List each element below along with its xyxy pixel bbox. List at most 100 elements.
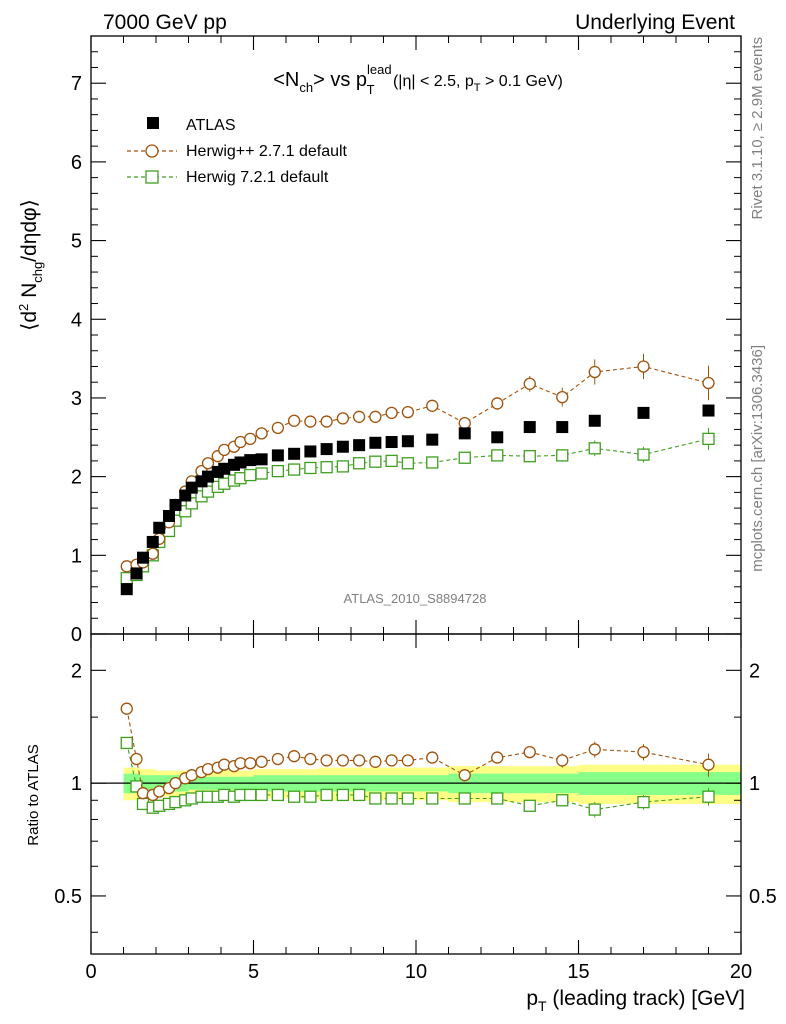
main-y-label: ⟨d2 Nchg/dηdφ⟩: [16, 199, 45, 331]
point-herwigpp: [556, 391, 569, 404]
point-herwig7: [702, 432, 715, 446]
legend-marker-herwigpp: [145, 144, 159, 158]
point-herwig7: [185, 497, 198, 510]
point-herwig7: [244, 788, 257, 802]
point-herwig7: [304, 790, 317, 803]
y-tick-label: 1: [71, 545, 82, 567]
point-atlas: [523, 421, 536, 434]
x-tick-label: 5: [248, 961, 259, 983]
point-herwigpp: [426, 751, 439, 764]
point-herwig7: [556, 449, 569, 462]
point-atlas: [401, 435, 414, 448]
point-herwig7: [637, 795, 650, 809]
point-herwigpp: [336, 754, 350, 767]
legend-marker-atlas: [147, 117, 159, 129]
point-herwigpp: [369, 755, 382, 768]
y-tick-label: 6: [71, 152, 82, 174]
point-herwig7: [255, 467, 268, 480]
point-atlas: [163, 509, 175, 522]
point-atlas: [304, 445, 317, 458]
legend-label-herwigpp: Herwig++ 2.7.1 default: [186, 143, 348, 160]
point-herwig7: [385, 792, 398, 805]
point-herwigpp: [287, 750, 301, 763]
point-atlas: [234, 456, 247, 469]
point-herwigpp: [320, 415, 333, 428]
point-herwigpp: [255, 427, 268, 440]
point-herwigpp: [426, 399, 439, 412]
axes: 0 5 10 15 20 0 1 2 3 4 5 6 7 0.5 0.5 1 1 2 2: [54, 35, 777, 983]
point-herwig7: [271, 464, 285, 478]
point-herwigpp: [556, 754, 569, 767]
point-atlas: [185, 481, 198, 494]
ratio-tick-label-left: 2: [71, 660, 82, 682]
point-atlas: [153, 521, 166, 534]
point-atlas: [353, 439, 366, 452]
point-atlas: [369, 436, 382, 449]
point-herwigpp: [136, 787, 150, 800]
point-atlas: [491, 431, 504, 444]
point-herwigpp: [320, 754, 333, 767]
point-herwigpp: [637, 360, 650, 373]
point-herwigpp: [304, 752, 317, 766]
point-herwigpp: [385, 754, 398, 767]
x-tick-label: 10: [405, 961, 427, 983]
point-herwig7: [352, 457, 366, 470]
point-herwig7: [352, 788, 366, 802]
y-tick-label: 0: [71, 624, 82, 646]
point-herwigpp: [120, 702, 133, 715]
point-herwigpp: [385, 406, 398, 420]
point-herwigpp: [702, 376, 715, 390]
x-axis-label: pT (leading track) [GeV]: [526, 987, 745, 1014]
point-herwig7: [320, 788, 333, 802]
header-left: 7000 GeV pp: [103, 11, 227, 34]
ratio-tick-label-right: 1: [749, 773, 760, 795]
point-herwig7: [491, 449, 504, 462]
point-herwig7: [458, 792, 471, 805]
ratio-series: [120, 702, 715, 818]
point-herwig7: [556, 794, 569, 807]
point-herwig7: [491, 792, 504, 805]
point-atlas: [320, 443, 333, 456]
mcplots-label: mcplots.cern.ch [arXiv:1306.3436]: [749, 345, 766, 572]
point-atlas: [637, 406, 650, 419]
point-herwigpp: [637, 745, 650, 759]
point-herwigpp: [244, 757, 257, 770]
point-herwig7: [401, 792, 415, 805]
point-herwigpp: [255, 755, 268, 768]
point-herwig7: [369, 792, 382, 805]
point-herwig7: [120, 736, 133, 750]
point-atlas: [146, 535, 159, 548]
header-right: Underlying Event: [575, 11, 735, 34]
point-atlas: [458, 427, 471, 440]
point-herwig7: [702, 790, 715, 803]
point-herwigpp: [287, 414, 301, 427]
point-atlas: [218, 462, 231, 475]
point-atlas: [336, 440, 349, 453]
ratio-tick-label-right: 2: [749, 660, 760, 682]
point-herwig7: [523, 450, 536, 463]
point-atlas: [426, 433, 439, 446]
point-atlas: [120, 583, 133, 596]
ratio-y-label: Ratio to ATLAS: [25, 744, 42, 845]
main-line-1: [126, 365, 709, 567]
point-herwig7: [244, 468, 257, 482]
point-herwigpp: [491, 751, 504, 764]
point-atlas: [385, 436, 398, 449]
point-herwig7: [458, 451, 471, 464]
point-herwig7: [523, 799, 536, 812]
point-herwig7: [385, 454, 398, 468]
point-herwig7: [179, 505, 192, 518]
point-herwigpp: [588, 743, 601, 756]
point-herwigpp: [401, 754, 415, 767]
point-herwigpp: [523, 745, 536, 759]
point-herwigpp: [352, 754, 366, 767]
point-herwigpp: [458, 769, 471, 782]
point-herwigpp: [458, 416, 471, 430]
ratio-tick-label-left: 0.5: [54, 886, 82, 908]
point-herwigpp: [244, 432, 257, 446]
point-herwigpp: [401, 405, 415, 419]
point-herwigpp: [304, 415, 317, 428]
point-atlas: [137, 551, 149, 564]
legend-marker-herwig7: [145, 170, 159, 184]
